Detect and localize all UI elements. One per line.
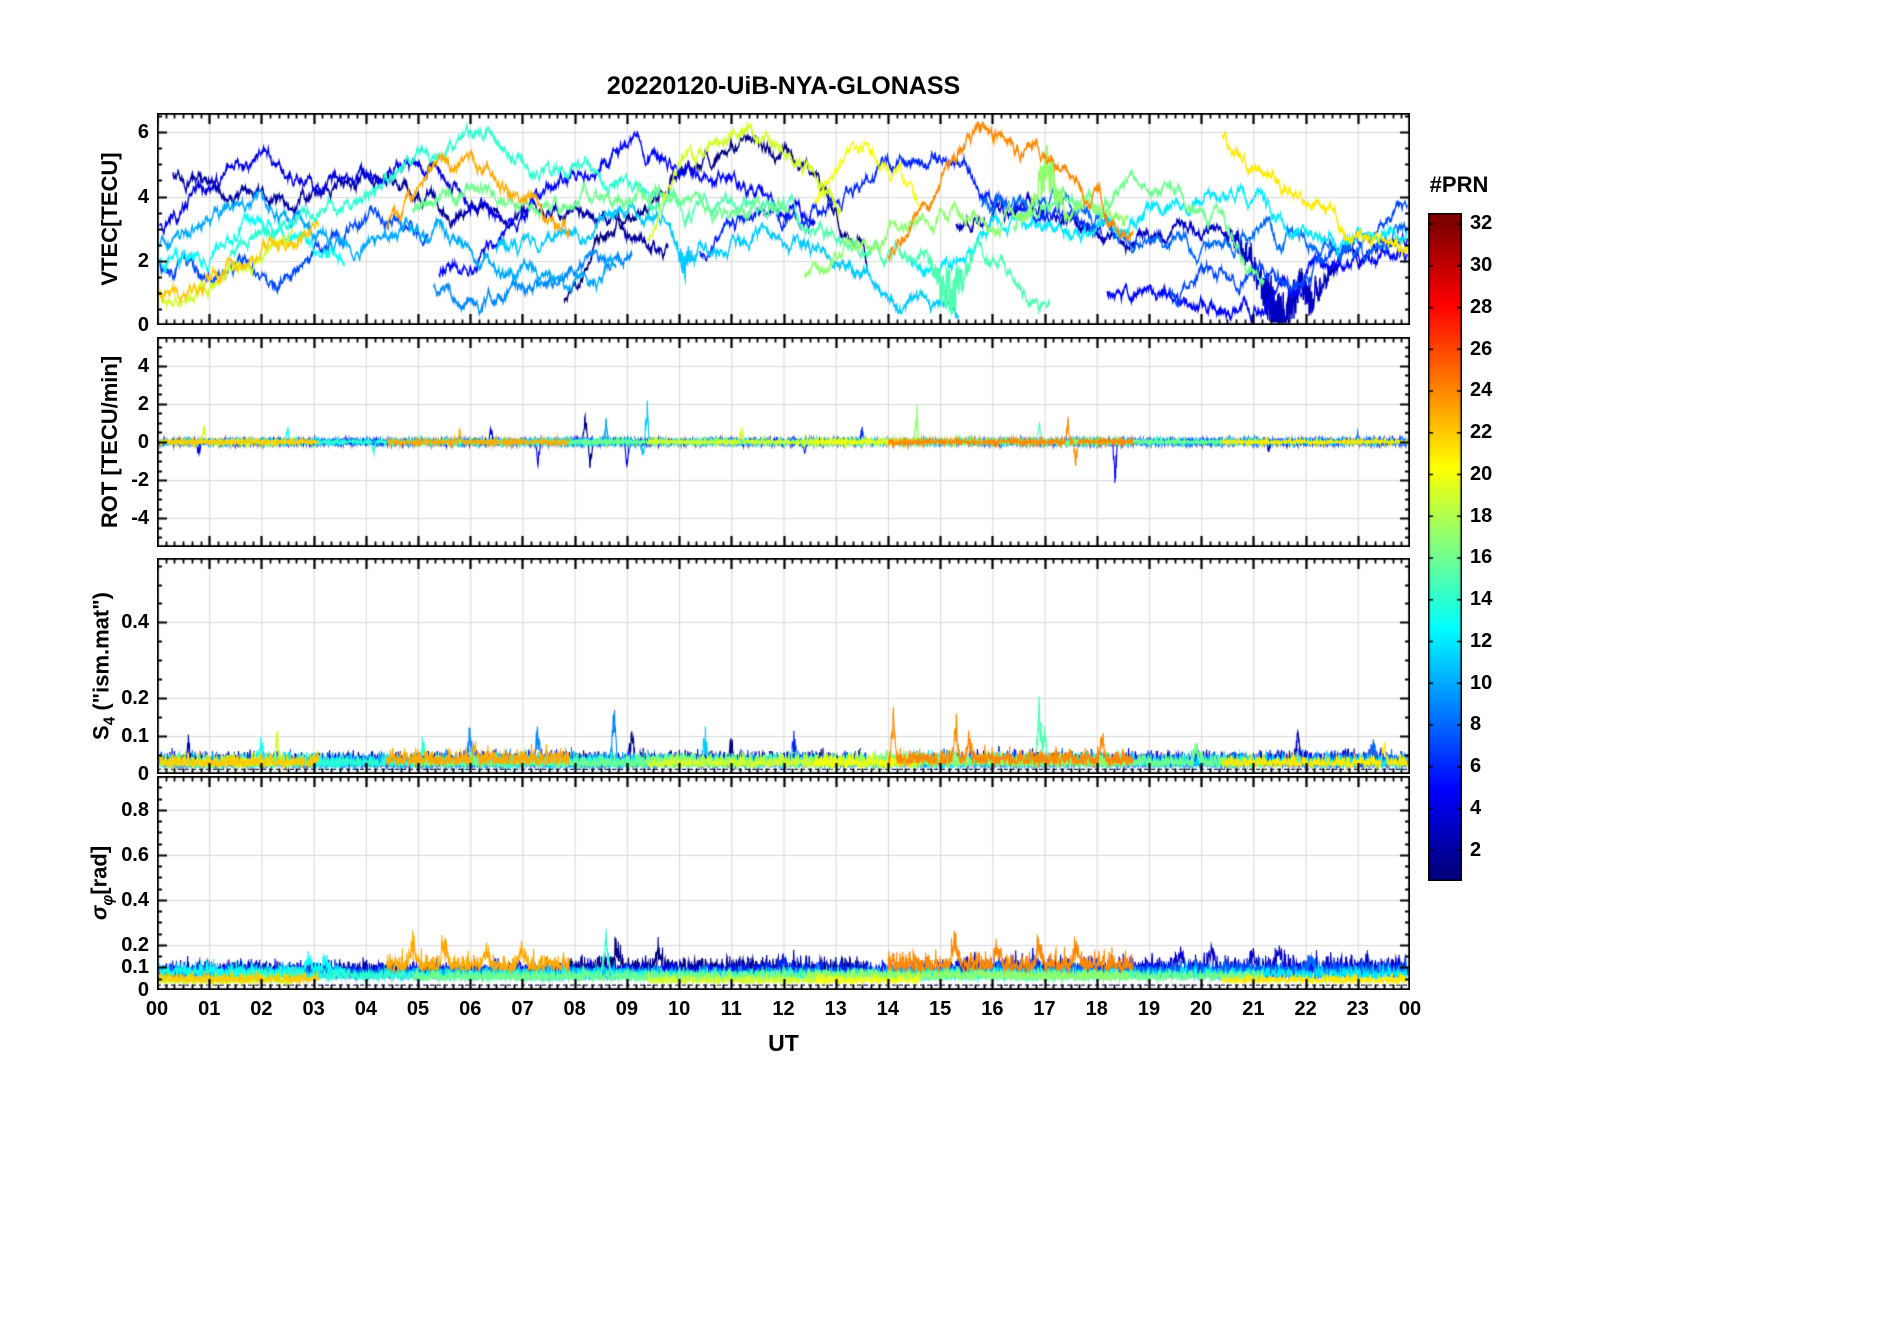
prn-colorbar <box>1428 213 1462 881</box>
x-tick-label: 00 <box>145 998 169 1020</box>
colorbar-tick-label: 12 <box>1470 629 1493 652</box>
y-tick-label: 0.8 <box>121 798 149 821</box>
vtec-plot-canvas <box>157 113 1410 325</box>
y-tick-label: 0 <box>137 763 149 785</box>
colorbar-tick-label: 22 <box>1470 421 1493 444</box>
colorbar-tick-label: 20 <box>1470 462 1493 485</box>
rot-plot-canvas <box>157 337 1410 547</box>
y-tick-label: -4 <box>131 507 149 530</box>
x-tick-label: 05 <box>406 998 430 1020</box>
colorbar-tick-label: 32 <box>1470 212 1493 235</box>
x-axis-label: UT <box>768 1030 799 1056</box>
colorbar-tick-label: 4 <box>1470 796 1482 819</box>
y-tick-label: -2 <box>131 469 149 492</box>
colorbar-tick-label: 10 <box>1470 671 1493 694</box>
x-tick-label: 11 <box>720 998 742 1020</box>
x-tick-label: 15 <box>929 998 952 1020</box>
y-tick-label: 0.2 <box>121 687 149 710</box>
x-tick-label: 21 <box>1242 998 1265 1020</box>
y-tick-label: 0 <box>137 431 149 453</box>
colorbar-tick-label: 14 <box>1470 588 1493 611</box>
colorbar-tick-label: 2 <box>1470 838 1482 861</box>
x-tick-label: 04 <box>354 998 377 1020</box>
x-tick-label: 19 <box>1137 998 1161 1020</box>
x-tick-label: 13 <box>824 998 847 1020</box>
x-tick-label: 14 <box>876 998 900 1020</box>
y-tick-label: 0.1 <box>121 956 149 979</box>
y-tick-label: 0.2 <box>121 933 149 956</box>
colorbar-tick-label: 26 <box>1470 337 1493 360</box>
x-tick-label: 22 <box>1294 998 1317 1020</box>
colorbar-tick-label: 24 <box>1470 379 1493 402</box>
colorbar-title: #PRN <box>1429 172 1489 197</box>
y-tick-label: 0 <box>137 979 149 1001</box>
x-tick-label: 18 <box>1085 998 1108 1020</box>
x-tick-label: 10 <box>667 998 691 1020</box>
x-tick-label: 03 <box>302 998 325 1020</box>
x-tick-label: 07 <box>511 998 534 1020</box>
y-tick-label: 4 <box>137 354 149 377</box>
y-tick-label: 6 <box>137 121 149 144</box>
y-tick-label: 0 <box>137 314 149 336</box>
y-tick-label: 0.6 <box>121 843 149 866</box>
x-tick-label: 23 <box>1346 998 1369 1020</box>
x-tick-label: 08 <box>563 998 586 1020</box>
x-tick-label: 09 <box>615 998 638 1020</box>
x-tick-label: 02 <box>250 998 273 1020</box>
y-tick-label: 0.4 <box>121 888 149 911</box>
x-tick-label: 12 <box>772 998 795 1020</box>
chart-title: 20220120-UiB-NYA-GLONASS <box>606 72 961 100</box>
y-tick-label: 4 <box>137 185 149 208</box>
colorbar-tick-label: 16 <box>1470 546 1493 569</box>
y-tick-label: 2 <box>137 249 149 272</box>
colorbar-tick-label: 28 <box>1470 295 1493 318</box>
x-tick-label: 01 <box>198 998 221 1020</box>
x-tick-label: 20 <box>1190 998 1213 1020</box>
x-tick-label: 17 <box>1033 998 1056 1020</box>
x-tick-label: 00 <box>1398 998 1422 1020</box>
y-tick-label: 2 <box>137 392 149 415</box>
colorbar-tick-label: 6 <box>1470 755 1482 778</box>
x-tick-label: 16 <box>981 998 1004 1020</box>
colorbar-tick-label: 8 <box>1470 713 1482 736</box>
colorbar-tick-label: 18 <box>1470 504 1493 527</box>
s4-plot-canvas <box>157 558 1410 774</box>
y-tick-label: 0.4 <box>121 611 149 634</box>
y-tick-label: 0.1 <box>121 725 149 748</box>
sigma-phi-plot-canvas <box>157 776 1410 990</box>
colorbar-tick-label: 30 <box>1470 254 1493 277</box>
x-tick-label: 06 <box>459 998 482 1020</box>
